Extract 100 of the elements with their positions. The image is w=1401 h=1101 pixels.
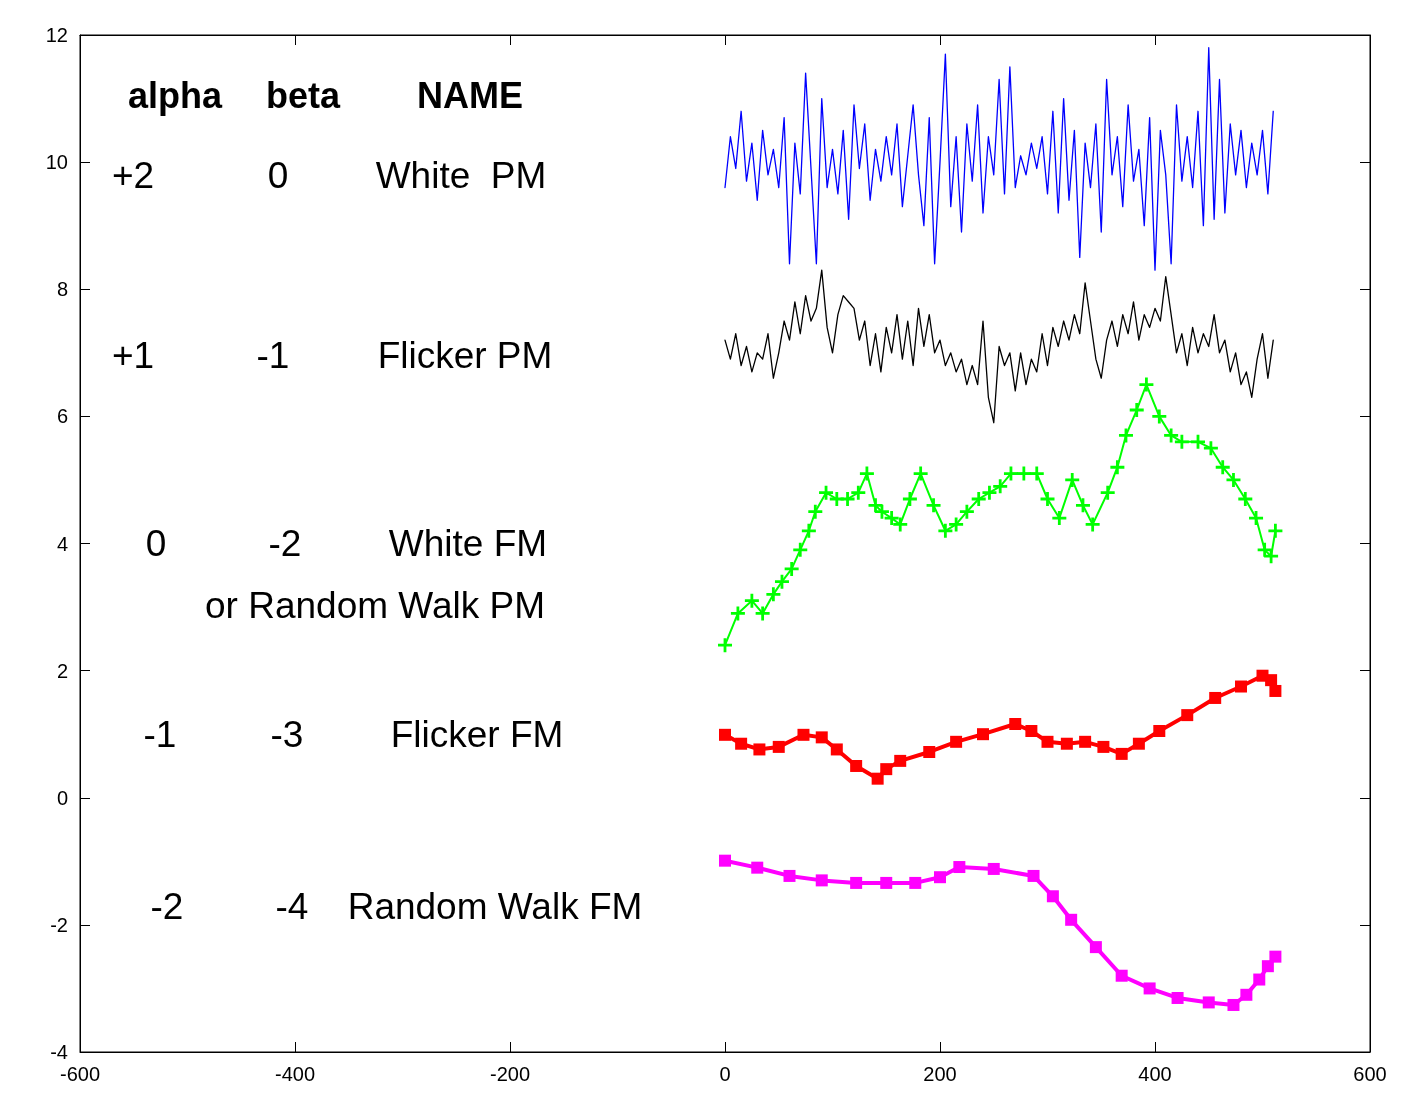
point: [1118, 428, 1133, 443]
y-tick-label: 10: [45, 151, 68, 174]
point: [1226, 472, 1241, 487]
annotation: +2: [111, 154, 155, 196]
point: [934, 871, 946, 884]
annotation: or Random Walk PM: [205, 584, 545, 626]
point: [719, 854, 731, 867]
point: [808, 504, 823, 519]
point: [1253, 973, 1266, 986]
annotation: NAME: [417, 74, 523, 116]
annotation: White FM: [388, 522, 548, 564]
point: [1016, 466, 1031, 481]
point: [993, 479, 1008, 494]
annotation: +1: [111, 334, 155, 376]
point: [797, 728, 810, 741]
x-tick-label: -600: [59, 1063, 101, 1085]
point: [1085, 517, 1100, 532]
point: [1110, 460, 1125, 475]
point: [1129, 403, 1144, 418]
point: [1269, 950, 1282, 963]
annotation: -4: [275, 885, 309, 927]
point: [815, 874, 828, 887]
point: [1174, 434, 1189, 449]
point: [1075, 498, 1090, 513]
point: [1065, 472, 1080, 487]
annotation: Flicker FM: [390, 713, 564, 755]
point: [1209, 691, 1222, 704]
point: [850, 759, 863, 772]
point: [1269, 684, 1282, 697]
point: [1009, 718, 1022, 731]
point: [774, 574, 789, 589]
point: [784, 561, 799, 576]
x-tick-label: 200: [923, 1063, 957, 1085]
point: [819, 485, 834, 500]
point: [850, 876, 863, 889]
annotation: Flicker PM: [377, 334, 553, 376]
point: [793, 542, 808, 557]
point: [1029, 466, 1044, 481]
point: [938, 523, 953, 538]
point: [1052, 511, 1067, 526]
point: [753, 743, 766, 756]
point: [1215, 460, 1230, 475]
point: [884, 511, 899, 526]
point: [755, 606, 770, 621]
point: [1153, 725, 1166, 738]
y-tick-label: 12: [45, 24, 68, 46]
x-tick-label: -400: [274, 1063, 316, 1085]
line-series: [724, 47, 1274, 271]
annotation: 0: [267, 154, 289, 196]
annotation: -1: [143, 713, 177, 755]
point: [730, 606, 745, 621]
y-tick-label: -2: [50, 913, 68, 936]
point: [923, 745, 936, 758]
x-tick-label: 600: [1353, 1063, 1387, 1085]
annotation: beta: [265, 74, 341, 116]
point: [1040, 492, 1055, 507]
point: [1203, 441, 1218, 456]
point: [1046, 890, 1059, 903]
point: [874, 504, 889, 519]
point: [851, 485, 866, 500]
point: [1202, 996, 1215, 1009]
y-tick-label: 6: [56, 405, 68, 428]
point: [1143, 982, 1156, 995]
point: [1025, 725, 1038, 738]
point: [880, 876, 893, 889]
point: [950, 735, 963, 748]
y-tick-label: 4: [56, 532, 68, 555]
point: [1235, 680, 1247, 693]
annotation: alpha: [127, 74, 223, 116]
y-tick-label: -4: [50, 1041, 68, 1063]
point: [766, 587, 781, 602]
point: [772, 740, 785, 753]
y-tick-label: 2: [56, 659, 68, 682]
point: [1227, 998, 1240, 1011]
annotation: -3: [270, 713, 304, 755]
point: [1191, 434, 1205, 449]
point: [1264, 549, 1279, 564]
point: [1240, 988, 1253, 1001]
point: [913, 466, 928, 481]
point: [1238, 492, 1253, 507]
annotation: -2: [150, 885, 184, 927]
point: [859, 466, 874, 481]
point: [1079, 735, 1092, 748]
point: [1265, 674, 1278, 687]
point: [1100, 485, 1115, 500]
point: [1132, 737, 1145, 750]
point: [982, 485, 997, 500]
point: [801, 523, 816, 538]
point: [751, 861, 764, 874]
point: [1089, 941, 1102, 954]
point: [1152, 409, 1167, 424]
point: [815, 731, 828, 744]
point: [1181, 709, 1194, 722]
point: [840, 492, 855, 507]
x-tick-label: 0: [719, 1063, 731, 1085]
y-tick-label: 8: [56, 278, 68, 301]
point: [977, 728, 989, 741]
annotation: 0: [145, 522, 167, 564]
point: [987, 862, 1000, 875]
point: [1027, 869, 1040, 882]
